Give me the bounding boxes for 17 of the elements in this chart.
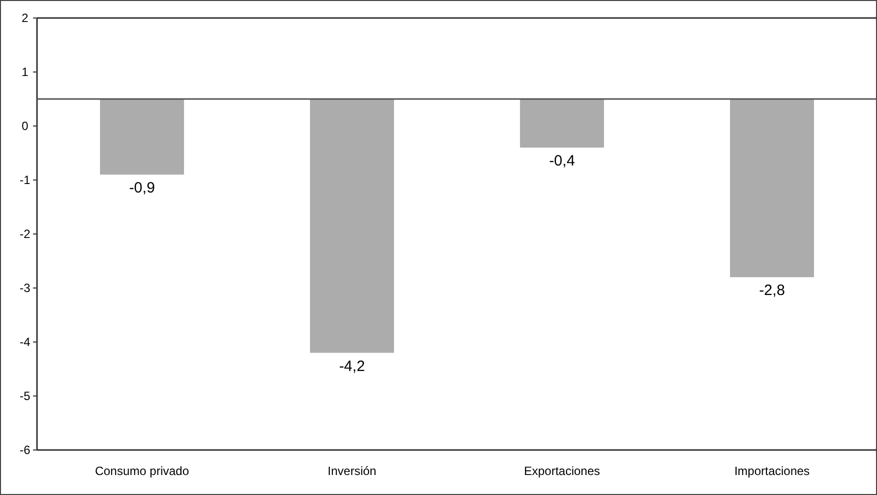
y-tick-label: -1 [20,173,31,187]
x-tick-label: Consumo privado [94,464,190,478]
y-tick-label: -5 [20,389,31,403]
y-tick-label: 0 [22,119,29,133]
y-tick-label: -3 [20,281,31,295]
data-label: -0,4 [549,152,575,170]
y-tick-label: 2 [22,11,29,25]
y-tick-label: -4 [20,335,31,349]
x-tick-label: Exportaciones [524,464,600,478]
y-tick-label: -6 [20,443,31,457]
x-tick-label: Inversión [328,464,376,478]
y-tick-label: 1 [22,65,29,79]
data-label: -2,8 [759,282,785,300]
data-label: -0,9 [129,180,155,197]
x-tick-label: Importaciones [734,464,810,478]
y-tick-label: -2 [20,227,31,241]
data-label: -4,2 [339,358,365,375]
